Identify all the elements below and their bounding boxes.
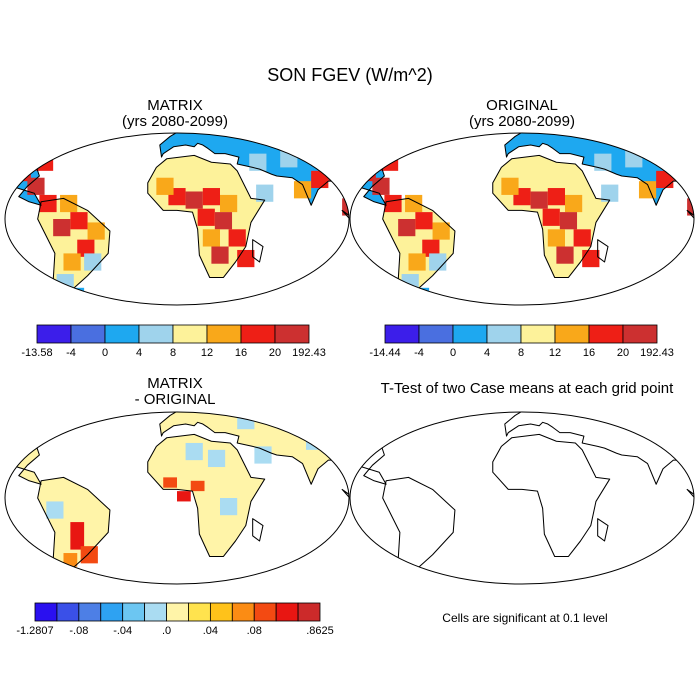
significant-cells xyxy=(381,367,700,448)
colorbar-box xyxy=(253,602,277,622)
colorbar-box xyxy=(100,602,124,622)
panel-subtitle-original: (yrs 2080-2099) xyxy=(469,113,575,130)
significance-caption: Cells are significant at 0.1 level xyxy=(442,611,608,625)
colorbar-box xyxy=(231,602,255,622)
colorbar-box xyxy=(275,602,299,622)
panel-title-matrix: MATRIX xyxy=(147,97,203,114)
colorbar-box xyxy=(452,324,488,344)
colorbar-tick-label: 4 xyxy=(135,347,143,359)
colorbar-tick-label: 8 xyxy=(517,347,525,359)
colorbar-box xyxy=(520,324,556,344)
colorbar-box xyxy=(172,324,208,344)
colorbar-box xyxy=(274,324,310,344)
colorbar-tick-label: 20 xyxy=(268,347,282,359)
colorbar-box xyxy=(240,324,276,344)
colorbar-box xyxy=(206,324,242,344)
colorbar-tick-label: -14.44 xyxy=(369,347,401,359)
colorbar-box xyxy=(188,602,211,622)
colorbar-tick-label: .0 xyxy=(161,625,172,637)
colorbar-box xyxy=(622,324,658,344)
colorbar-tick-label: 192.43 xyxy=(292,347,326,359)
colorbar-box xyxy=(36,324,72,344)
colorbar-tick-label: 192.43 xyxy=(640,347,674,359)
colorbar-tick-label: 0 xyxy=(449,347,457,359)
figure-title: SON FGEV (W/m^2) xyxy=(267,65,433,85)
panel-subtitle-difference: - ORIGINAL xyxy=(134,391,216,408)
colorbar-box xyxy=(384,324,420,344)
colorbar-tick-label: .04 xyxy=(202,625,219,637)
coastlines-original xyxy=(350,133,694,305)
colorbar-tick-label: 12 xyxy=(200,347,214,359)
colorbar-tick-label: 0 xyxy=(101,347,109,359)
panel-title-difference: MATRIX xyxy=(147,375,203,392)
colorbar-box xyxy=(144,602,167,622)
colorbar-tick-label: .08 xyxy=(246,625,262,637)
colorbar-tick-label: 8 xyxy=(169,347,177,359)
colorbar-tick-label: 4 xyxy=(483,347,491,359)
colorbar-tick-label: 16 xyxy=(582,347,596,359)
colorbar-box xyxy=(122,602,146,622)
colorbar-box xyxy=(138,324,174,344)
colorbar-box xyxy=(297,602,321,622)
colorbar-tick-label: -.08 xyxy=(69,625,89,637)
colorbar-box xyxy=(486,324,522,344)
map-panel-ttest xyxy=(349,367,700,585)
colorbar-tick-label: 16 xyxy=(234,347,248,359)
colorbar-tick-label: -1.2807 xyxy=(16,625,54,637)
coastlines-ttest xyxy=(350,412,694,584)
colorbar-tick-label: -4 xyxy=(414,347,424,359)
colorbar-tick-label: -.04 xyxy=(113,625,133,637)
colorbar-box xyxy=(70,324,106,344)
colorbar-box xyxy=(554,324,590,344)
colorbar-box xyxy=(34,602,58,622)
colorbar-tick-label: -13.58 xyxy=(21,347,53,359)
colorbar-box xyxy=(588,324,624,344)
colorbar-box xyxy=(166,602,189,622)
panel-subtitle-matrix: (yrs 2080-2099) xyxy=(122,113,228,130)
colorbar-box xyxy=(418,324,454,344)
colorbar-box xyxy=(209,602,233,622)
colorbar-difference xyxy=(34,602,321,622)
colorbar-tick-label: -4 xyxy=(66,347,76,359)
colorbar-tick-label: 20 xyxy=(616,347,630,359)
panel-title-original: ORIGINAL xyxy=(486,97,558,114)
colorbar-box xyxy=(56,602,80,622)
colorbar-box xyxy=(104,324,140,344)
colorbar-tick-label: 12 xyxy=(548,347,562,359)
colorbar-matrix xyxy=(36,324,310,344)
colorbar-box xyxy=(78,602,102,622)
colorbar-original xyxy=(384,324,658,344)
panel-title-ttest: T-Test of two Case means at each grid po… xyxy=(380,380,674,397)
colorbar-tick-label: .8625 xyxy=(306,625,334,637)
